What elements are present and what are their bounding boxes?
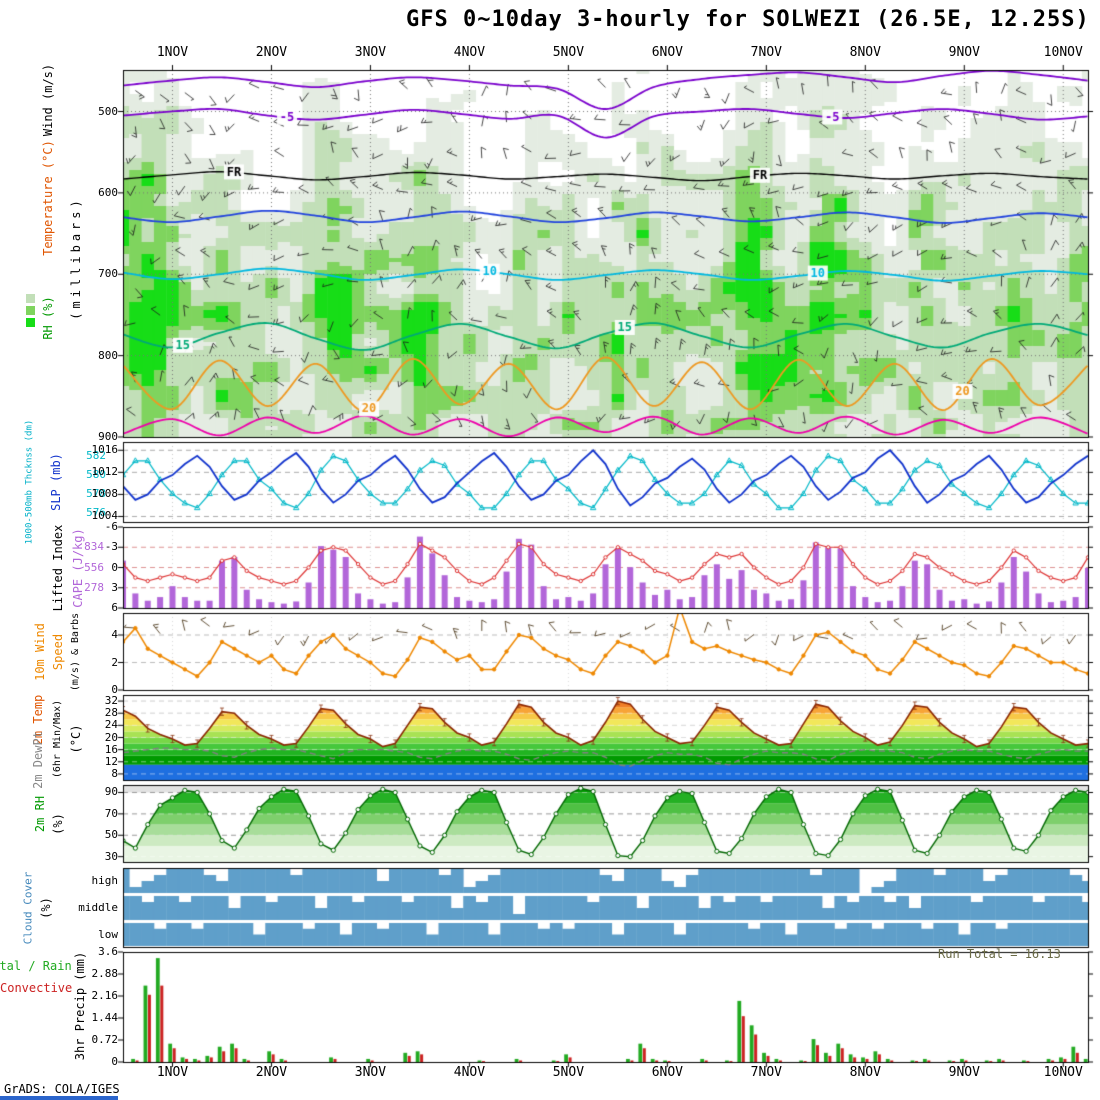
rh-legend-swatch	[26, 318, 35, 327]
panel-label-p5_dew: 2m DewPt	[31, 731, 45, 789]
y-tick-label: 1012	[91, 465, 119, 479]
y-tick-label: 70	[104, 806, 118, 820]
y-tick-label: 500	[98, 104, 118, 118]
panel-label-p8_label: 3hr Precip (mm)	[73, 951, 87, 1061]
y-tick-label: 0	[111, 560, 118, 574]
panel-label-p2_slp: SLP (mb)	[49, 453, 63, 511]
rh-legend-swatch	[26, 306, 35, 315]
panel-label-p1_temp: Temperature (°C)	[41, 140, 55, 256]
grads-credit: GrADS: COLA/IGES	[4, 1082, 120, 1096]
y-tick-label: 32	[104, 694, 118, 708]
panel-label-p8_total: Total / Rain	[0, 959, 72, 973]
x-axis-day-label-bottom: 7NOV	[750, 1065, 782, 1080]
y-tick-label: 0	[111, 683, 118, 696]
x-axis-day-label-bottom: 6NOV	[651, 1065, 683, 1080]
y-tick-label: 1.44	[91, 1011, 119, 1024]
panel-label-p8_conv: Convective	[0, 981, 73, 995]
y-tick-label: 12	[104, 754, 118, 768]
y-tick-label: 576	[86, 505, 106, 519]
panel-label-p4_barbs: (m/s) & Barbs	[70, 612, 81, 692]
y-tick-label: 2.16	[91, 989, 119, 1002]
y-tick-label: 2.88	[91, 967, 119, 980]
y-tick-label: low	[98, 927, 118, 941]
y-tick-label: 28	[104, 706, 118, 720]
y-tick-label: -3	[104, 540, 118, 554]
x-axis-day-label-top: 5NOV	[552, 45, 585, 60]
x-axis-day-label-top: 7NOV	[750, 45, 782, 60]
x-axis-day-label-bottom: 8NOV	[849, 1065, 881, 1080]
panel-label-p3_cape: CAPE (J/kg)	[71, 528, 85, 608]
y-tick-label: 8	[111, 766, 118, 780]
y-tick-label: 0	[111, 1055, 118, 1068]
panel-label-p1_rh: RH (%)	[41, 296, 55, 340]
y-tick-label: 3.6	[98, 945, 118, 958]
y-tick-label: 90	[104, 785, 118, 799]
y-tick-label: high	[91, 874, 119, 887]
x-axis-day-label-top: 4NOV	[453, 45, 486, 60]
panel-label-p4_wind: 10m Wind	[33, 623, 47, 681]
x-axis-day-label-bottom: 9NOV	[948, 1065, 980, 1080]
y-tick-label: 834	[84, 540, 104, 554]
y-tick-label: 4	[111, 628, 118, 641]
panel-label-p7_unit: (%)	[39, 897, 53, 919]
y-tick-label: 50	[104, 828, 118, 842]
x-axis-day-label-bottom: 2NOV	[255, 1065, 288, 1080]
x-axis-day-label-bottom: 1NOV	[156, 1065, 189, 1080]
y-tick-label: 900	[98, 430, 118, 443]
y-tick-label: 30	[104, 849, 118, 863]
x-axis-day-label-top: 3NOV	[354, 45, 387, 60]
panel-label-p2_thk: 1000-500mb Thcknss (dm)	[24, 419, 35, 545]
x-axis-day-label-bottom: 5NOV	[552, 1065, 585, 1080]
y-tick-label: 16	[104, 742, 118, 756]
panel-label-p6_unit: (%)	[51, 813, 65, 835]
panel-label-p7_cloud: Cloud Cover	[21, 871, 35, 945]
grads-logo-bar	[0, 1096, 118, 1100]
x-axis-day-label-bottom: 10NOV	[1043, 1065, 1083, 1080]
y-tick-label: 1008	[91, 487, 119, 501]
y-tick-label: 580	[86, 467, 106, 481]
page-title: GFS 0~10day 3-hourly for SOLWEZI (26.5E,…	[406, 7, 1090, 32]
y-tick-label: 1016	[91, 443, 119, 457]
panel-label-p1_wind: Wind (m/s)	[41, 63, 55, 137]
x-axis-day-label-top: 2NOV	[255, 45, 288, 60]
x-axis-day-label-top: 1NOV	[156, 45, 189, 60]
y-tick-label: 6	[111, 601, 118, 614]
y-tick-label: 578	[86, 486, 106, 500]
y-tick-label: 2	[111, 655, 118, 669]
y-tick-label: 556	[84, 560, 104, 574]
x-axis-day-label-top: 10NOV	[1043, 45, 1083, 60]
y-tick-label: 278	[84, 580, 104, 594]
y-tick-label: 582	[86, 449, 106, 463]
x-axis-day-label-bottom: 4NOV	[453, 1065, 486, 1080]
panel-label-p5_minmax: (6hr Min/Max)	[52, 699, 63, 779]
y-tick-label: middle	[78, 901, 118, 914]
x-axis-day-label-top: 6NOV	[651, 45, 683, 60]
x-axis-day-label-bottom: 3NOV	[354, 1065, 387, 1080]
y-tick-label: 700	[98, 267, 118, 281]
panel-label-p5_unit: (°C)	[69, 724, 83, 754]
panel-label-p3_li: Lifted Index	[51, 524, 65, 612]
run-total-annotation: Run Total = 16.13	[938, 947, 1061, 961]
y-tick-label: 0.72	[91, 1033, 119, 1046]
rh-legend-swatch	[26, 294, 35, 303]
y-tick-label: 24	[104, 718, 118, 732]
x-axis-day-label-top: 9NOV	[948, 45, 980, 60]
y-tick-label: 1004	[91, 509, 119, 523]
y-tick-label: 800	[98, 348, 118, 362]
y-tick-label: 20	[104, 730, 118, 744]
panel-label-p4_speed: Speed	[51, 633, 65, 671]
y-tick-label: 3	[111, 580, 118, 594]
panel-label-p1_mb: (millibars)	[69, 196, 83, 320]
panel-label-p6_rh: 2m RH	[33, 795, 47, 833]
x-axis-day-label-top: 8NOV	[849, 45, 881, 60]
y-tick-label: -6	[104, 520, 118, 533]
y-tick-label: 600	[98, 185, 118, 199]
